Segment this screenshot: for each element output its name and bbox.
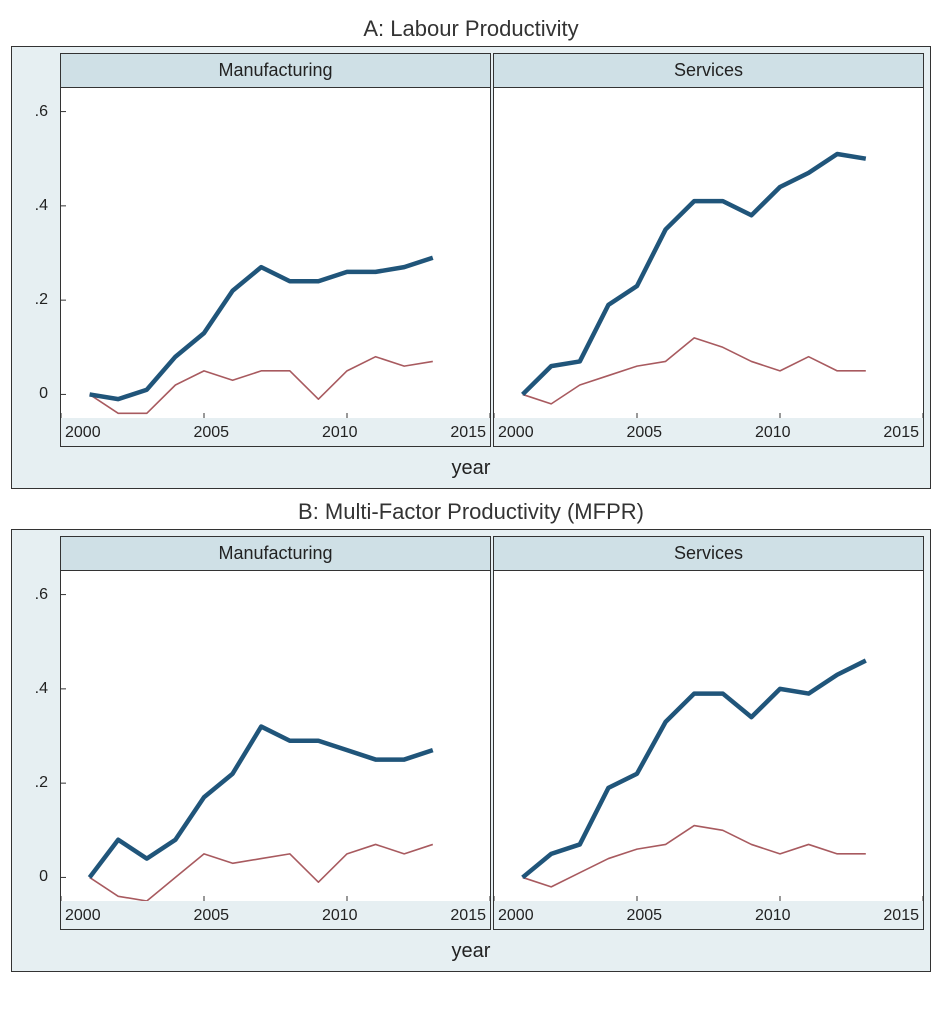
x-tick-label: 2005 [626,907,662,925]
y-tick-label: .6 [35,586,52,604]
x-axis-label: year [12,453,930,488]
y-tick-labels: 0 .2 .4 .6 [12,88,56,418]
panel-header: Manufacturing [61,537,490,571]
chart-frame: 0.2.4.6Manufacturing2000200520102015Serv… [11,46,931,489]
x-tick-labels: 2000 2005 2010 2015 [494,901,923,929]
plot-area [61,88,490,418]
x-tick-label: 2010 [322,424,358,442]
y-tick-label: 0 [39,385,52,403]
x-tick-labels: 2000 2005 2010 2015 [61,418,490,446]
y-tick-label: .2 [35,291,52,309]
x-tick-label: 2015 [883,907,919,925]
plot-svg [494,571,923,901]
x-tick-label: 2015 [450,907,486,925]
y-tick-label: .6 [35,103,52,121]
x-tick-label: 2005 [193,907,229,925]
y-tick-label: .2 [35,774,52,792]
chart-block-1: B: Multi-Factor Productivity (MFPR) 0 .2 .4… [11,499,931,972]
panel-header: Services [494,54,923,88]
panels-row: 0.2.4.6Manufacturing2000200520102015Serv… [12,47,930,453]
plot-svg [494,88,923,418]
x-tick-label: 2010 [322,907,358,925]
y-tick-labels: 0 .2 .4 .6 [12,571,56,901]
chart-frame: 0.2.4.6Manufacturing2000200520102015Serv… [11,529,931,972]
plot-area [61,571,490,901]
series-secondary [523,826,866,887]
x-tick-label: 2000 [498,907,534,925]
x-tick-labels: 2000 2005 2010 2015 [494,418,923,446]
x-tick-label: 2000 [65,907,101,925]
y-tick-label: .4 [35,197,52,215]
y-tick-label: .4 [35,680,52,698]
series-primary [523,661,866,878]
x-tick-label: 2015 [450,424,486,442]
panel-1: Services 2000 2005 2010 2015 [493,53,924,447]
plot-area [494,571,923,901]
x-tick-label: 2005 [626,424,662,442]
x-tick-label: 2015 [883,424,919,442]
panel-header: Manufacturing [61,54,490,88]
x-tick-label: 2000 [65,424,101,442]
chart-title: B: Multi-Factor Productivity (MFPR) [11,499,931,525]
chart-block-0: A: Labour Productivity 0 .2 .4 .6 Manufacturi… [11,16,931,489]
y-tick-label: 0 [39,868,52,886]
plot-svg [61,88,490,418]
panel-1: Services 2000 2005 2010 2015 [493,536,924,930]
plot-area [494,88,923,418]
x-tick-label: 2010 [755,907,791,925]
panel-header: Services [494,537,923,571]
series-primary [523,154,866,394]
series-secondary [523,338,866,404]
x-tick-label: 2000 [498,424,534,442]
chart-title: A: Labour Productivity [11,16,931,42]
panels-row: 0.2.4.6Manufacturing2000200520102015Serv… [12,530,930,936]
series-secondary [90,357,433,414]
plot-svg [61,571,490,901]
x-tick-label: 2010 [755,424,791,442]
x-tick-label: 2005 [193,424,229,442]
series-primary [90,258,433,399]
series-primary [90,727,433,878]
x-tick-labels: 2000 2005 2010 2015 [61,901,490,929]
panel-0: Manufacturing 2000 2005 2010 2015 [60,53,491,447]
x-axis-label: year [12,936,930,971]
panel-0: Manufacturing 2000 2005 2010 2015 [60,536,491,930]
